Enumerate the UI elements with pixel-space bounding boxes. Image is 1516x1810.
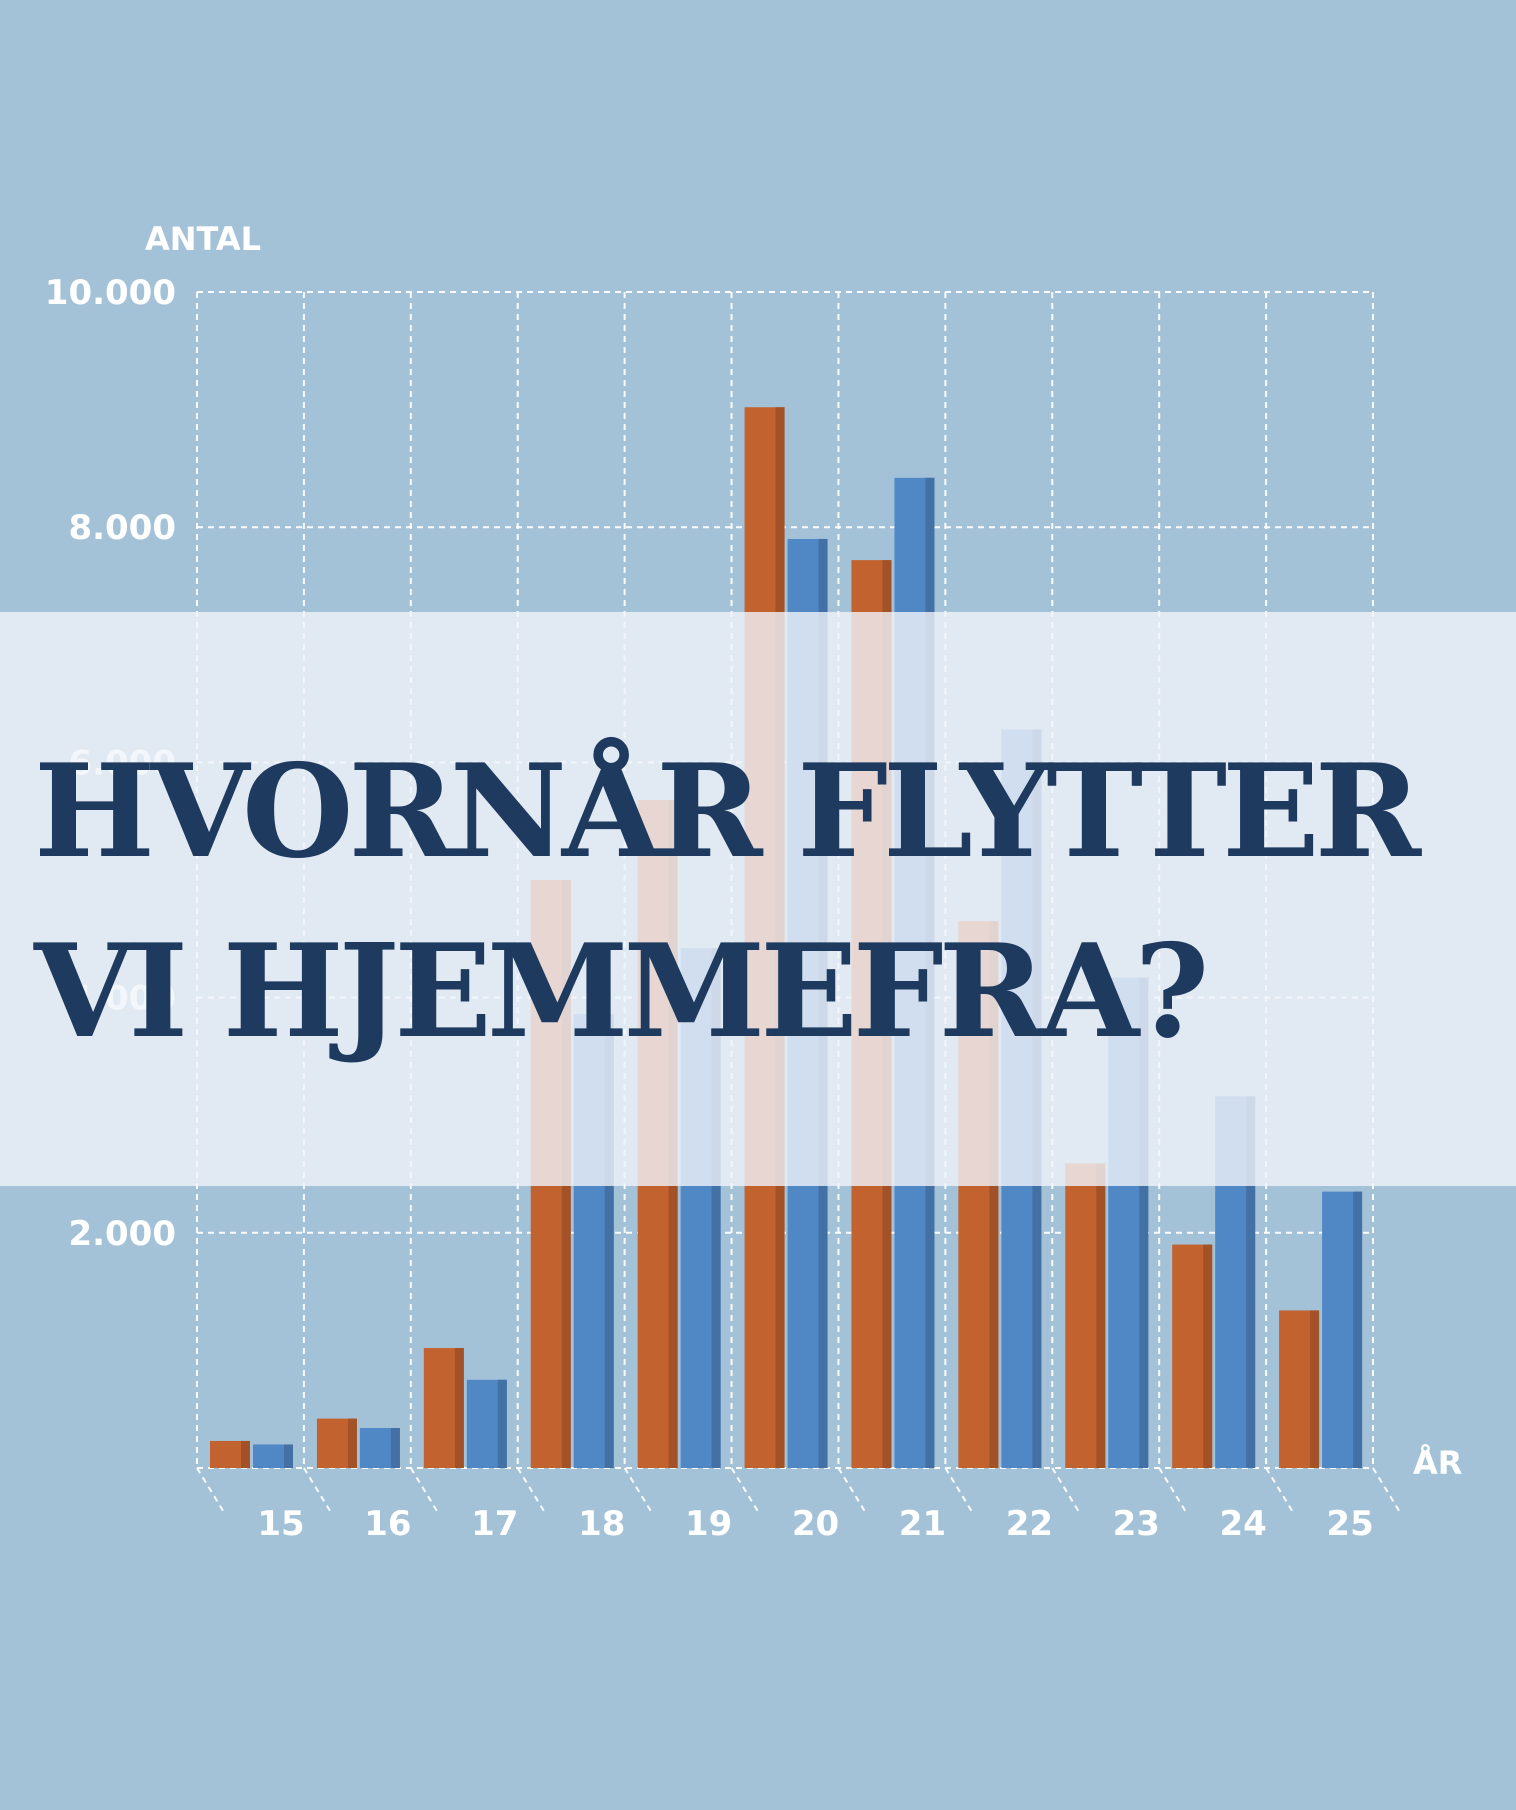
headline-line-2: VI HJEMMEFRA?: [34, 917, 1209, 1067]
y-tick-label-1: 8.000: [68, 508, 176, 548]
x-axis-label: ÅR: [1413, 1444, 1462, 1482]
axis-slant-9: [1158, 1467, 1189, 1515]
y-axis-label: ANTAL: [145, 220, 261, 258]
bar-edge-1-17: [454, 1348, 464, 1468]
bar-edge-1-15: [241, 1440, 250, 1468]
bar-edge-2-16: [390, 1428, 400, 1468]
bar-edge-2-18: [604, 1014, 614, 1468]
y-tick-label-4: 2.000: [68, 1214, 176, 1254]
x-tick-label-25: 25: [1326, 1504, 1373, 1544]
x-tick-label-20: 20: [792, 1504, 839, 1544]
bar-edge-1-16: [347, 1418, 357, 1468]
x-tick-label-24: 24: [1220, 1504, 1267, 1544]
axis-slant-10: [1265, 1467, 1295, 1515]
axis-slant-2: [409, 1467, 440, 1515]
x-tick-label-21: 21: [899, 1504, 946, 1544]
axis-slant-1: [303, 1467, 333, 1515]
x-tick-label-18: 18: [578, 1504, 625, 1544]
axis-slant-4: [623, 1467, 654, 1515]
bar-edge-2-17: [497, 1379, 507, 1468]
bar-edge-2-23: [1139, 977, 1149, 1468]
x-tick-label-23: 23: [1113, 1504, 1160, 1544]
axis-slant-7: [944, 1467, 975, 1515]
title-band: [0, 612, 1516, 1186]
bar-2-15: [253, 1444, 293, 1468]
x-tick-label-22: 22: [1006, 1504, 1053, 1544]
bar-edge-1-25: [1310, 1310, 1320, 1468]
bar-edge-1-22: [989, 921, 999, 1468]
x-tick-label-16: 16: [364, 1504, 411, 1544]
headline-line-1: HVORNÅR FLYTTER: [34, 737, 1421, 887]
axis-slant-6: [837, 1467, 868, 1515]
axis-slant-3: [516, 1467, 547, 1515]
bar-edge-2-19: [711, 948, 721, 1468]
headline: HVORNÅR FLYTTER VI HJEMMEFRA?: [34, 722, 1504, 1082]
y-tick-label-0: 10.000: [45, 273, 176, 313]
x-tick-label-19: 19: [685, 1504, 732, 1544]
bar-edge-2-25: [1353, 1191, 1363, 1468]
bar-edge-1-24: [1203, 1244, 1213, 1468]
bar-edge-1-23: [1096, 1163, 1106, 1468]
bar-edge-2-15: [284, 1444, 293, 1468]
x-tick-label-15: 15: [257, 1504, 304, 1544]
bar-edge-2-24: [1246, 1096, 1256, 1468]
axis-slant-11: [1372, 1467, 1402, 1515]
axis-slant-0: [196, 1467, 226, 1515]
axis-slant-8: [1051, 1467, 1082, 1515]
x-tick-label-17: 17: [471, 1504, 518, 1544]
axis-slant-5: [730, 1467, 761, 1515]
